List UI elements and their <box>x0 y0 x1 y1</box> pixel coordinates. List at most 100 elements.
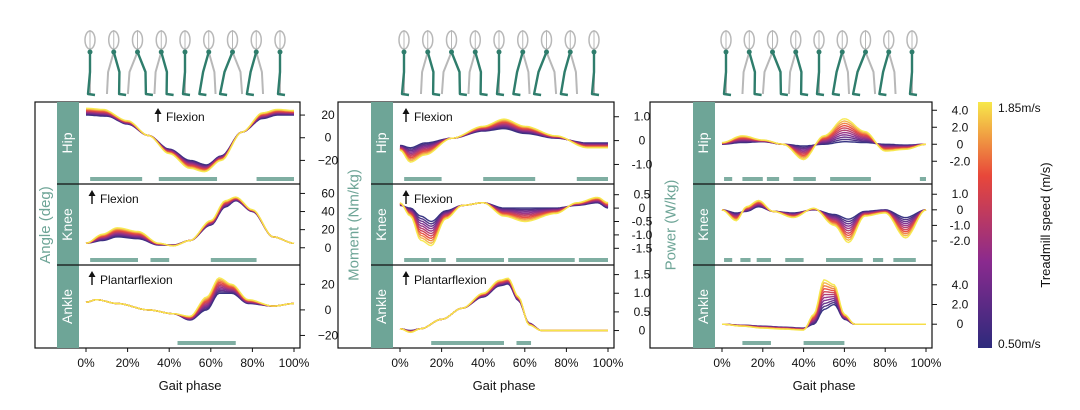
x-tick-label: 80% <box>873 356 897 370</box>
skeleton-front-leg <box>245 51 258 97</box>
phase-bar-4 <box>830 177 871 181</box>
speed-curve-5 <box>85 284 295 319</box>
skeleton-back-leg <box>153 51 163 95</box>
speed-curve-10 <box>399 196 609 247</box>
x-tick-label: 40% <box>157 356 181 370</box>
skeleton-front-leg <box>851 51 867 97</box>
skeleton-back-leg <box>467 51 477 95</box>
y-tick-label: 60 <box>321 186 335 200</box>
y-tick-label: 0 <box>325 241 332 255</box>
annotation-arrow-head <box>88 271 96 277</box>
skeleton-back-leg <box>105 51 115 95</box>
y-tick-label: 4.0 <box>952 103 969 117</box>
phase-bar-1 <box>158 177 218 181</box>
skeleton-back-leg <box>787 51 797 95</box>
y-tick-label: 1.5 <box>634 268 651 282</box>
x-tick-label: 60% <box>199 356 223 370</box>
row-label-tab <box>57 265 79 348</box>
x-tick-label: 40% <box>792 356 816 370</box>
colorbar-max-label: 1.85m/s <box>998 101 1041 115</box>
phase-bar-2 <box>756 258 771 262</box>
row-ankle: Ankle 4.0 2.0 0 <box>693 264 969 348</box>
row-label-tab <box>693 184 715 265</box>
phase-bar-5 <box>872 258 884 262</box>
row-knee: Knee Flexion 60 40 20 0 <box>57 183 335 265</box>
y-tick-label: -1.0 <box>950 218 971 232</box>
phase-bar-0 <box>177 341 236 345</box>
row-label: Hip <box>59 132 75 153</box>
phase-bar-0 <box>431 341 504 345</box>
annotation-arrow-head <box>154 108 162 114</box>
skeleton-back-leg <box>761 51 774 95</box>
y-tick-label: -1.0 <box>632 157 653 171</box>
phase-bar-1 <box>516 341 532 345</box>
row-label: Knee <box>59 208 75 241</box>
x-tick-label: 0% <box>391 356 409 370</box>
phase-bar-1 <box>483 177 536 181</box>
curves <box>721 199 927 244</box>
skeleton-front-leg <box>771 51 789 97</box>
y-tick-label: -2.0 <box>950 154 971 168</box>
row-label-tab <box>57 102 79 184</box>
colorbar-title: Treadmill speed (m/s) <box>1038 162 1053 287</box>
colorbar-gradient <box>978 102 992 348</box>
phase-bar-0 <box>90 177 143 181</box>
x-tick-label: 80% <box>554 356 578 370</box>
skeleton-pelvis <box>793 49 799 55</box>
y-tick-label: -1.5 <box>632 241 653 255</box>
skeleton-pelvis <box>909 49 915 55</box>
phase-bar-5 <box>919 177 926 181</box>
x-tick-label: 60% <box>513 356 537 370</box>
y-tick-label: 1.0 <box>634 110 651 124</box>
y-tick-label: 2.0 <box>952 120 969 134</box>
row-label: Ankle <box>695 289 711 324</box>
x-tick-label: 20% <box>116 356 140 370</box>
phase-bar-6 <box>893 258 916 262</box>
y-tick-label: 20 <box>321 108 335 122</box>
y-tick-label: 0 <box>325 131 332 145</box>
skeleton-pelvis <box>111 49 117 55</box>
annotation-text: Flexion <box>414 192 453 206</box>
annotation-text: Flexion <box>166 110 205 124</box>
x-tick-label: 0% <box>713 356 731 370</box>
skeleton-strip <box>720 30 918 97</box>
phase-bar-0 <box>742 341 771 345</box>
skeleton-back-leg <box>231 51 244 95</box>
colorbar: 1.85m/s 0.50m/s Treadmill speed (m/s) <box>978 101 1053 351</box>
row-label: Hip <box>373 132 389 153</box>
x-tick-label: 100% <box>911 356 942 370</box>
phase-bar-1 <box>740 258 751 262</box>
curves <box>399 277 608 334</box>
row-label: Knee <box>373 208 389 241</box>
skeleton-pelvis <box>253 49 259 55</box>
phase-bar-0 <box>404 177 442 181</box>
curves <box>85 277 295 321</box>
skeleton-pelvis <box>520 49 526 55</box>
skeleton-front-leg <box>136 51 154 97</box>
annotation-text: Flexion <box>100 192 139 206</box>
x-axis-label: Gait phase <box>793 378 856 393</box>
skeleton-back-leg <box>207 51 217 95</box>
x-tick-label: 60% <box>832 356 856 370</box>
row-hip: Hip Flexion 20 0 −20 <box>57 102 339 184</box>
y-tick-label: 0.5 <box>634 188 651 202</box>
y-tick-label: 0 <box>957 317 964 331</box>
annotation-arrow-head <box>88 190 96 196</box>
angle-panel: Angle (deg) Hip Flexion 20 0 −20 Knee Flexion 60… <box>34 30 339 393</box>
phase-bar-2 <box>576 177 608 181</box>
skeleton-back-leg <box>741 51 751 95</box>
row-label-tab <box>693 265 715 348</box>
x-tick-label: 0% <box>77 356 95 370</box>
skeleton-front-leg <box>831 51 844 97</box>
skeleton-front-leg <box>532 51 548 97</box>
row-label-tab <box>693 102 715 184</box>
row-label: Ankle <box>59 289 75 324</box>
skeleton-pelvis <box>816 49 822 55</box>
y-tick-label: 4.0 <box>952 278 969 292</box>
speed-curve-10 <box>399 118 608 163</box>
row-hip: Hip 4.0 2.0 0 -2.0 <box>693 102 971 184</box>
annotation-arrow-head <box>402 190 410 196</box>
skeleton-front-leg <box>450 51 468 97</box>
skeleton-pelvis <box>886 49 892 55</box>
skeleton-strip <box>398 30 600 97</box>
